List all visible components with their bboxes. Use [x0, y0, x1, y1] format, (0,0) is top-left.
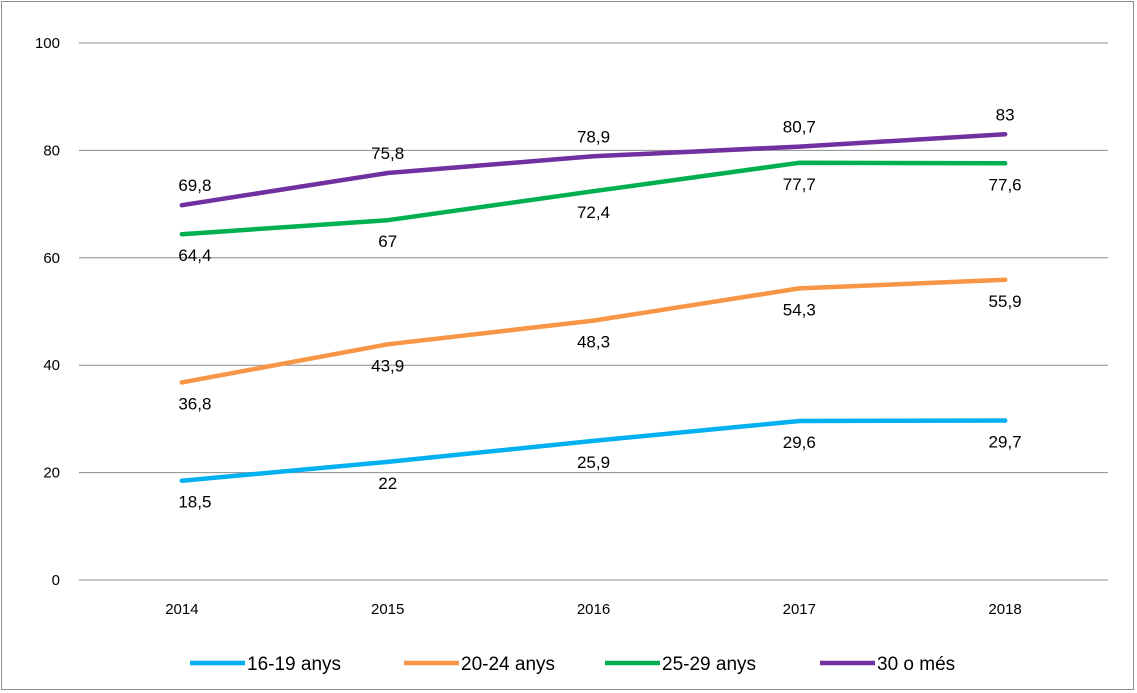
data-label: 29,7 [989, 433, 1022, 452]
data-label: 36,8 [178, 394, 211, 413]
series-line-20-24-anys [179, 277, 1008, 385]
legend: 16-19 anys 20-24 anys 25-29 anys 30 o més [190, 654, 955, 675]
series-lines [179, 132, 1008, 483]
data-label: 25,9 [577, 453, 610, 472]
data-point [1002, 418, 1008, 423]
data-label: 69,8 [178, 176, 211, 195]
data-label: 55,9 [989, 292, 1022, 311]
data-point [797, 144, 802, 149]
x-tick-label: 2018 [988, 601, 1021, 618]
data-label: 43,9 [371, 356, 404, 375]
data-label: 78,9 [577, 127, 610, 146]
y-tick-label: 40 [43, 357, 60, 374]
data-labels: 18,5 22 25,9 29,6 29,7 36,8 43,9 48,3 54,3 55,9 64… [178, 105, 1021, 511]
x-axis-ticks: 2014 2015 2016 2017 2018 [165, 601, 1022, 618]
data-point [385, 459, 390, 465]
data-point [385, 218, 390, 223]
data-point [179, 202, 185, 208]
data-point [385, 170, 390, 176]
y-tick-label: 0 [52, 572, 60, 589]
y-axis-ticks: 0 20 40 60 80 100 [35, 35, 60, 589]
data-label: 72,4 [577, 203, 610, 222]
data-point [797, 160, 802, 165]
x-tick-label: 2017 [783, 601, 816, 618]
data-label: 29,6 [783, 433, 816, 452]
legend-entry: 20-24 anys [461, 654, 555, 675]
x-tick-label: 2015 [371, 601, 404, 618]
data-point [1002, 161, 1008, 166]
x-tick-label: 2016 [577, 601, 610, 618]
data-label: 54,3 [783, 300, 816, 319]
data-label: 80,7 [783, 118, 816, 137]
data-point [1002, 132, 1008, 137]
y-tick-label: 80 [43, 142, 60, 159]
legend-entry: 30 o més [877, 654, 955, 675]
data-point [385, 342, 390, 347]
series-line-25-29-anys [179, 160, 1008, 237]
legend-entry: 16-19 anys [247, 654, 341, 675]
data-label: 22 [378, 474, 397, 493]
data-label: 48,3 [577, 333, 610, 352]
x-tick-label: 2014 [165, 601, 198, 618]
data-label: 75,8 [371, 144, 404, 163]
data-point [591, 438, 596, 444]
data-point [179, 231, 185, 237]
data-label: 83 [996, 105, 1015, 124]
data-point [1002, 277, 1008, 283]
gridlines [79, 42, 1108, 581]
data-point [179, 478, 185, 483]
data-point [179, 380, 185, 385]
data-label: 64,4 [178, 246, 211, 265]
data-label: 77,7 [783, 175, 816, 194]
data-point [797, 286, 802, 291]
y-tick-label: 20 [43, 465, 60, 482]
y-tick-label: 60 [43, 250, 60, 267]
data-point [797, 418, 802, 424]
data-point [591, 318, 596, 323]
data-point [591, 154, 596, 159]
data-point [591, 189, 596, 194]
data-label: 18,5 [178, 493, 211, 512]
data-label: 77,6 [989, 175, 1022, 194]
y-tick-label: 100 [35, 35, 60, 52]
legend-entry: 25-29 anys [662, 654, 756, 675]
data-label: 67 [378, 232, 397, 251]
